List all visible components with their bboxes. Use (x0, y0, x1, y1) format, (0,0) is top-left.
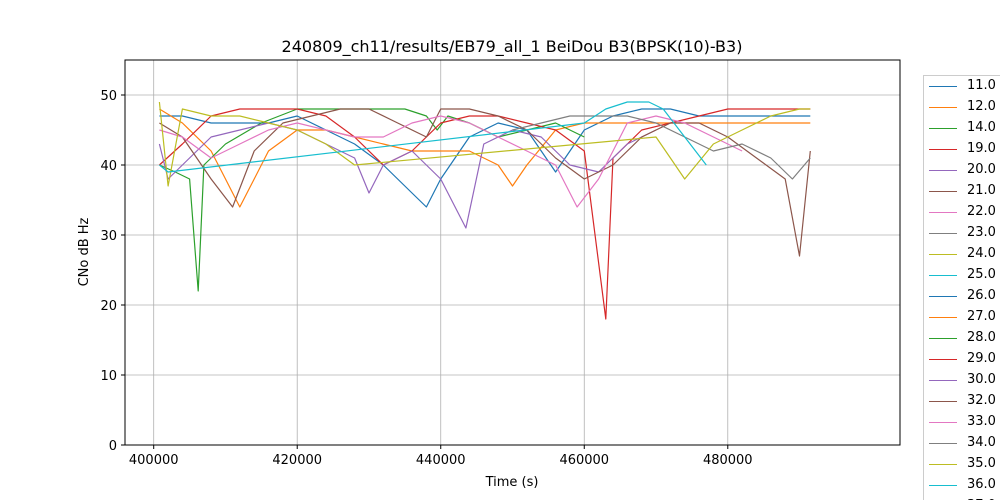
legend-swatch (929, 233, 957, 234)
legend-item-19.0: 19.0 (924, 139, 1000, 160)
legend-item-36.0: 36.0 (924, 475, 1000, 496)
legend-label: 30.0 (967, 372, 996, 387)
legend-item-26.0: 26.0 (924, 286, 1000, 307)
legend-label: 11.0 (967, 78, 996, 93)
y-tick-label: 30 (100, 229, 117, 244)
legend-item-30.0: 30.0 (924, 370, 1000, 391)
x-tick-label: 460000 (559, 453, 609, 468)
x-tick-label: 420000 (272, 453, 322, 468)
legend-item-21.0: 21.0 (924, 181, 1000, 202)
y-axis-label: CNo dB Hz (77, 217, 92, 286)
series-line-25.0 (159, 101, 707, 173)
legend-swatch (929, 254, 957, 255)
y-tick-label: 50 (100, 89, 117, 104)
x-tick-label: 480000 (703, 453, 753, 468)
legend-item-24.0: 24.0 (924, 244, 1000, 265)
legend-swatch (929, 296, 957, 297)
series-line-21.0 (159, 108, 811, 257)
x-tick-label: 440000 (416, 453, 466, 468)
x-tick-label: 400000 (129, 453, 179, 468)
series-line-14.0 (159, 108, 585, 292)
legend-label: 20.0 (967, 162, 996, 177)
legend-item-32.0: 32.0 (924, 391, 1000, 412)
y-tick-label: 0 (109, 439, 117, 454)
legend-swatch (929, 149, 957, 150)
legend-label: 22.0 (967, 204, 996, 219)
legend-swatch (929, 107, 957, 108)
grid-lines (125, 60, 900, 446)
legend-item-33.0: 33.0 (924, 412, 1000, 433)
series-line-19.0 (158, 108, 811, 320)
legend-swatch (929, 464, 957, 465)
data-series (158, 101, 811, 320)
plot-frame (124, 59, 901, 446)
x-axis-label: Time (s) (485, 475, 539, 490)
legend-label: 35.0 (967, 456, 996, 471)
legend: 11.0 12.0 14.0 19.0 20.0 21.0 22.0 23.0 24.0 25.0… (923, 75, 1000, 500)
legend-swatch (929, 338, 957, 339)
legend-label: 29.0 (967, 351, 996, 366)
legend-item-12.0: 12.0 (924, 97, 1000, 118)
legend-label: 24.0 (967, 246, 996, 261)
legend-item-14.0: 14.0 (924, 118, 1000, 139)
legend-label: 32.0 (967, 393, 996, 408)
axis-ticks: 400000 420000 440000 460000 480000 0 10 20 30 40 5… (100, 89, 752, 468)
legend-item-23.0: 23.0 (924, 223, 1000, 244)
y-tick-label: 20 (100, 299, 117, 314)
legend-swatch (929, 170, 957, 171)
legend-label: 19.0 (967, 141, 996, 156)
legend-swatch (929, 86, 957, 87)
legend-label: 27.0 (967, 309, 996, 324)
legend-item-29.0: 29.0 (924, 349, 1000, 370)
series-line-24.0 (158, 101, 811, 187)
legend-item-34.0: 34.0 (924, 433, 1000, 454)
legend-label: 28.0 (967, 330, 996, 345)
series-line-22.0 (159, 115, 743, 208)
series-line-23.0 (512, 115, 811, 180)
legend-label: 33.0 (967, 414, 996, 429)
legend-swatch (929, 212, 957, 213)
legend-label: 26.0 (967, 288, 996, 303)
legend-label: 34.0 (967, 435, 996, 450)
legend-swatch (929, 422, 957, 423)
legend-item-27.0: 27.0 (924, 307, 1000, 328)
legend-swatch (929, 485, 957, 486)
legend-swatch (929, 317, 957, 318)
legend-item-22.0: 22.0 (924, 202, 1000, 223)
legend-item-28.0: 28.0 (924, 328, 1000, 349)
legend-swatch (929, 275, 957, 276)
legend-label: 21.0 (967, 183, 996, 198)
legend-label: 14.0 (967, 120, 996, 135)
legend-swatch (929, 380, 957, 381)
legend-swatch (929, 191, 957, 192)
legend-swatch (929, 401, 957, 402)
legend-label: 37.0 (967, 498, 996, 500)
legend-swatch (929, 443, 957, 444)
legend-label: 36.0 (967, 477, 996, 492)
legend-swatch (929, 359, 957, 360)
y-tick-label: 40 (100, 159, 117, 174)
y-tick-label: 10 (100, 369, 117, 384)
legend-item-20.0: 20.0 (924, 160, 1000, 181)
series-line-12.0 (159, 108, 811, 208)
legend-label: 12.0 (967, 99, 996, 114)
legend-item-11.0: 11.0 (924, 76, 1000, 97)
legend-item-25.0: 25.0 (924, 265, 1000, 286)
legend-swatch (929, 128, 957, 129)
series-line-20.0 (158, 122, 657, 229)
legend-label: 23.0 (967, 225, 996, 240)
legend-item-35.0: 35.0 (924, 454, 1000, 475)
chart-title: 240809_ch11/results/EB79_all_1 BeiDou B3… (282, 37, 743, 57)
legend-item-37.0: 37.0 (924, 496, 1000, 500)
legend-label: 25.0 (967, 267, 996, 282)
